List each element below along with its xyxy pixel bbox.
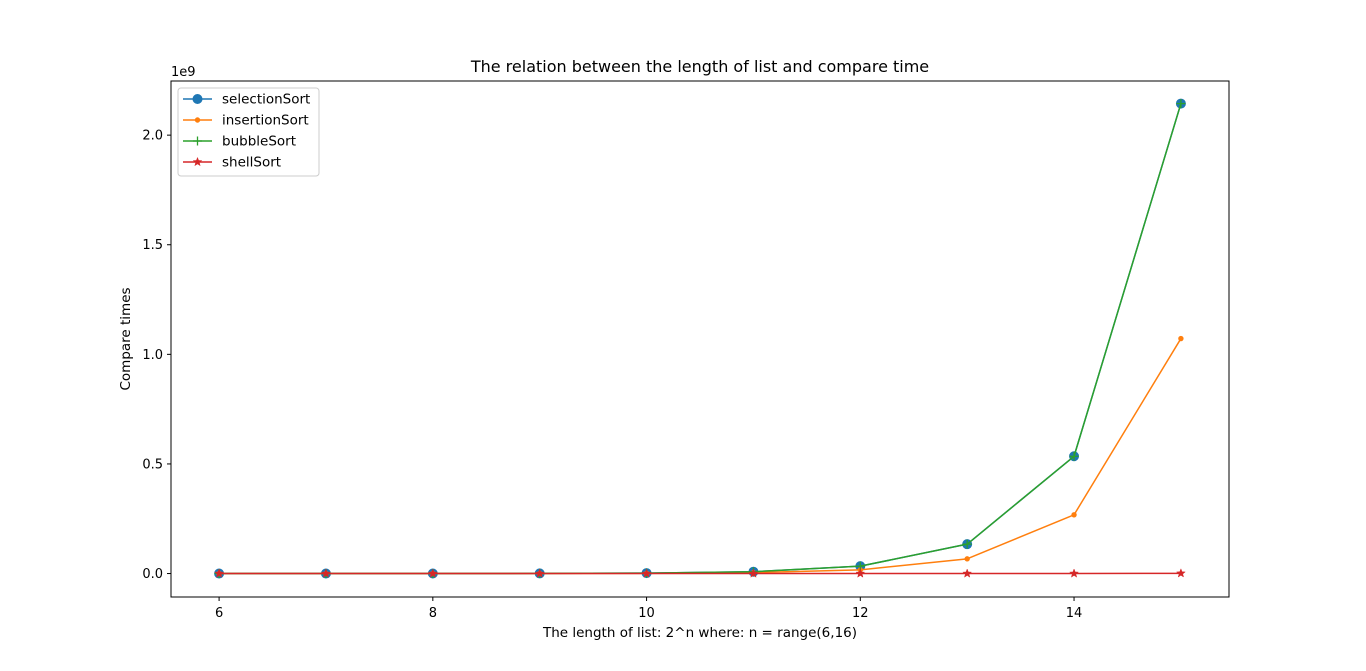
legend-item: selectionSort — [183, 92, 310, 108]
data-point — [962, 568, 973, 578]
data-point — [1175, 568, 1186, 578]
data-point — [1178, 335, 1184, 342]
data-point — [1069, 451, 1079, 461]
data-point — [641, 568, 652, 578]
legend-marker — [194, 117, 201, 123]
data-point — [427, 568, 438, 578]
chart-title: The relation between the length of list … — [470, 57, 929, 76]
data-point — [855, 568, 866, 578]
x-tick-label: 10 — [638, 606, 655, 621]
series-bubbleSort — [214, 99, 1186, 579]
legend: selectionSort insertionSort bubbleSort shel… — [177, 87, 320, 177]
series-line — [219, 103, 1182, 575]
axes-frame — [170, 80, 1230, 598]
data-point — [964, 556, 970, 562]
legend-item: insertionSort — [183, 113, 309, 129]
data-point — [748, 568, 759, 578]
y-tick-label: 1.5 — [142, 238, 163, 253]
y-tick-label: 2.0 — [142, 129, 163, 144]
series-insertionSort — [216, 335, 1184, 577]
x-tick-label: 14 — [1066, 606, 1083, 621]
legend-marker — [193, 136, 202, 146]
y-tick-label: 0.5 — [142, 457, 163, 472]
data-point — [1176, 99, 1186, 109]
data-point — [534, 568, 545, 578]
legend-box — [177, 87, 320, 177]
legend-label: bubbleSort — [222, 134, 296, 150]
x-tick-label: 6 — [215, 606, 223, 621]
legend-marker — [192, 156, 203, 167]
legend-item: bubbleSort — [183, 134, 296, 150]
data-point — [321, 568, 331, 578]
data-point — [1071, 512, 1077, 518]
y-tick-label: 0.0 — [142, 567, 163, 582]
series-layer — [214, 98, 1186, 579]
legend-item: shellSort — [183, 155, 281, 171]
legend-label: selectionSort — [222, 92, 310, 108]
x-axis-label: The length of list: 2^n where: n = range… — [542, 625, 857, 641]
y-axis-ticks: 0.0 0.5 1.0 1.5 2.0 — [142, 129, 171, 582]
x-axis-ticks: 6 8 10 12 14 — [215, 597, 1082, 621]
y-axis-label: Compare times — [118, 287, 134, 390]
y-tick-label: 1.0 — [142, 348, 163, 363]
legend-label: insertionSort — [222, 113, 309, 129]
series-shellSort — [214, 568, 1186, 578]
data-point — [962, 539, 972, 549]
series-line — [219, 103, 1182, 575]
series-line — [219, 338, 1182, 575]
legend-label: shellSort — [222, 155, 281, 171]
data-point — [1069, 568, 1079, 578]
legend-marker — [192, 94, 203, 104]
x-tick-label: 8 — [429, 606, 437, 621]
y-axis-scale-label: 1e9 — [171, 65, 196, 80]
x-tick-label: 12 — [852, 606, 869, 621]
data-point — [214, 568, 225, 578]
series-selectionSort — [214, 98, 1186, 579]
